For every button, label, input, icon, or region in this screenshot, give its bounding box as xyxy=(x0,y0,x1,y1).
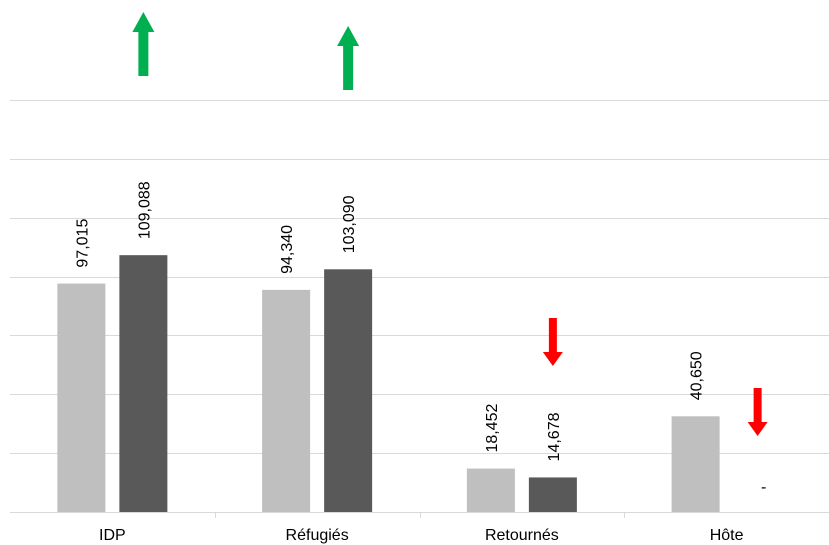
arrow-up-shape xyxy=(337,26,360,90)
bar xyxy=(671,416,720,512)
data-label: - xyxy=(761,479,766,496)
bars xyxy=(57,255,720,513)
trend-arrow-up xyxy=(132,12,155,76)
data-label: 109,088 xyxy=(136,181,153,239)
category-label: Retournés xyxy=(485,527,559,544)
data-label: 18,452 xyxy=(484,404,501,453)
trend-arrow-down xyxy=(542,318,563,366)
arrow-down-shape xyxy=(542,318,563,366)
category-label: IDP xyxy=(99,527,126,544)
data-label: 97,015 xyxy=(74,219,91,268)
arrow-up-shape xyxy=(132,12,155,76)
bar xyxy=(466,468,515,512)
data-labels: 97,015 109,088 94,340 103,090 18,452 14,678 40… xyxy=(74,181,766,496)
bar xyxy=(57,283,106,512)
category-label: Réfugiés xyxy=(286,527,349,544)
arrow-down-shape xyxy=(747,388,768,436)
data-label: 103,090 xyxy=(341,195,358,253)
data-label: 94,340 xyxy=(279,225,296,274)
x-axis: IDP Réfugiés Retournés Hôte xyxy=(10,512,829,544)
category-label: Hôte xyxy=(710,527,744,544)
bar xyxy=(262,289,311,512)
bar xyxy=(324,269,373,512)
bar xyxy=(528,477,577,512)
trend-arrows xyxy=(132,12,768,436)
data-label: 14,678 xyxy=(546,412,563,461)
trend-arrow-down xyxy=(747,388,768,436)
trend-arrow-up xyxy=(337,26,360,90)
data-label: 40,650 xyxy=(689,351,706,400)
bar xyxy=(119,255,168,513)
